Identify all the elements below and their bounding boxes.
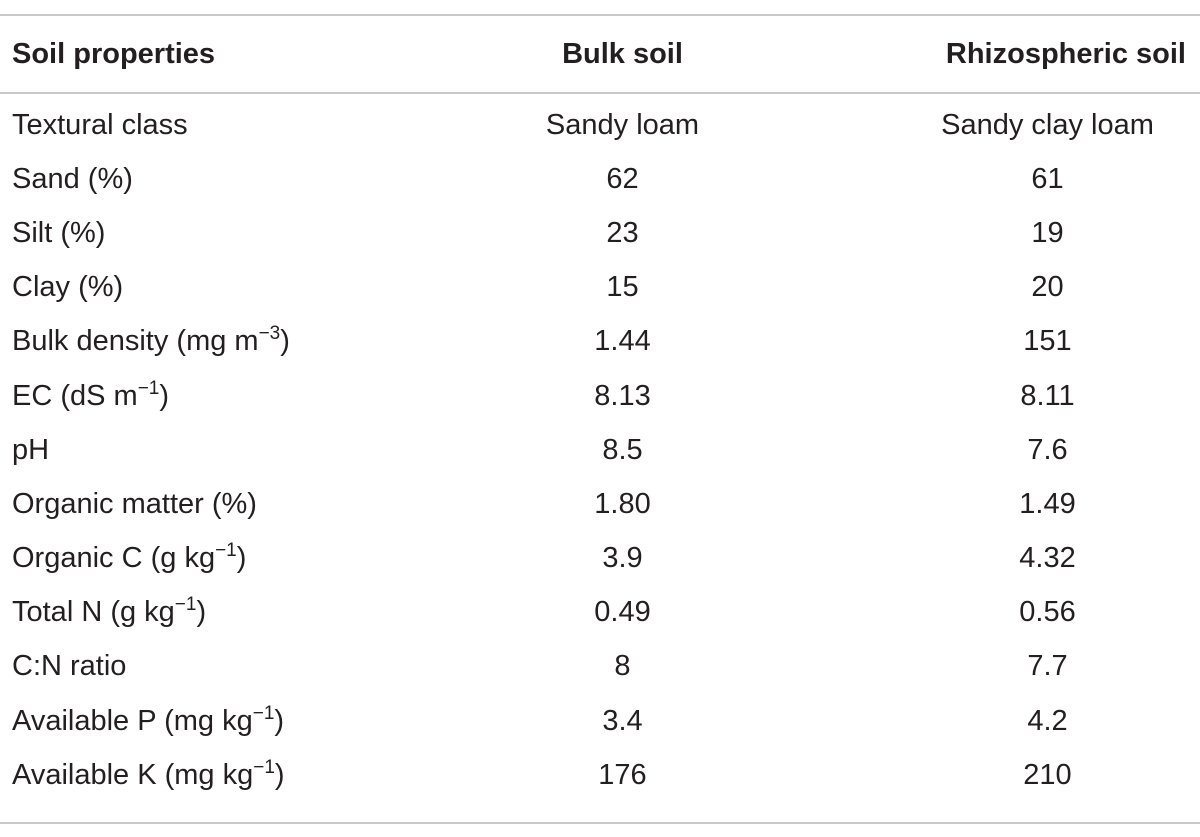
table-header-rule xyxy=(0,92,1200,94)
header-soil-properties: Soil properties xyxy=(12,37,216,70)
bulk-soil-value: 3.4 xyxy=(602,704,643,737)
bulk-soil-value: 3.9 xyxy=(602,542,643,575)
bulk-soil-value: 1.80 xyxy=(594,487,651,520)
rhizospheric-soil-value: 4.2 xyxy=(1027,704,1068,737)
property-label: pH xyxy=(12,433,50,466)
header-bulk-soil: Bulk soil xyxy=(562,37,683,70)
property-cell: Organic matter (%) xyxy=(0,477,470,531)
table-row: Silt (%) 23 19 xyxy=(0,206,1200,260)
header-rhizospheric-soil: Rhizospheric soil xyxy=(945,37,1186,70)
unit-close-paren: ) xyxy=(236,542,247,575)
rhizospheric-soil-value: 210 xyxy=(1023,758,1072,791)
table-row: Organic C (g kg−1) 3.9 4.32 xyxy=(0,532,1200,586)
table-row: C:N ratio 8 7.7 xyxy=(0,640,1200,694)
property-label: C:N ratio xyxy=(12,650,127,683)
header-row: Soil properties Bulk soil Rhizospheric s… xyxy=(0,16,1200,92)
property-label: Textural class xyxy=(12,108,188,141)
property-label: Available K (mg kg xyxy=(12,758,254,791)
bulk-soil-value: 62 xyxy=(606,162,639,195)
table-bottom-rule xyxy=(0,822,1200,824)
table-top-rule xyxy=(0,14,1200,16)
rhizospheric-soil-value: 1.49 xyxy=(1019,487,1076,520)
property-label: Silt (%) xyxy=(12,216,106,249)
rhizospheric-soil-value: 20 xyxy=(1031,271,1064,304)
table-row: pH 8.5 7.6 xyxy=(0,423,1200,477)
unit-close-paren: ) xyxy=(274,704,285,737)
unit-close-paren: ) xyxy=(159,379,170,412)
property-cell: Available K (mg kg−1) xyxy=(0,748,470,802)
bulk-soil-value: 8.13 xyxy=(594,379,651,412)
table-row: Organic matter (%) 1.80 1.49 xyxy=(0,477,1200,531)
unit-exponent: −3 xyxy=(258,323,281,345)
bulk-soil-value: 176 xyxy=(598,758,647,791)
table-body: Textural class Sandy loam Sandy clay loam S… xyxy=(0,92,1200,802)
table-row: Bulk density (mg m−3) 1.44 151 xyxy=(0,315,1200,369)
rhizospheric-soil-value: 8.11 xyxy=(1020,379,1075,412)
unit-exponent: −1 xyxy=(252,702,275,724)
property-cell: Available P (mg kg−1) xyxy=(0,694,470,748)
bulk-soil-value: 0.49 xyxy=(594,596,651,629)
property-label: Total N (g kg xyxy=(12,596,175,629)
rhizospheric-soil-value: 61 xyxy=(1031,162,1064,195)
property-label: Available P (mg kg xyxy=(12,704,253,737)
unit-close-paren: ) xyxy=(280,325,290,358)
property-cell: Sand (%) xyxy=(0,152,470,206)
unit-close-paren: ) xyxy=(196,596,207,629)
property-cell: Clay (%) xyxy=(0,261,470,315)
unit-exponent: −1 xyxy=(253,756,275,778)
rhizospheric-soil-value: Sandy clay loam xyxy=(941,108,1154,141)
rhizospheric-soil-value: 151 xyxy=(1023,325,1072,358)
property-label: EC (dS m xyxy=(12,379,138,412)
bulk-soil-value: 1.44 xyxy=(594,325,651,358)
property-cell: Silt (%) xyxy=(0,206,470,260)
unit-exponent: −1 xyxy=(174,594,197,616)
property-label: Sand (%) xyxy=(12,162,133,195)
table-row: Sand (%) 62 61 xyxy=(0,152,1200,206)
table-row: Clay (%) 15 20 xyxy=(0,261,1200,315)
property-cell: C:N ratio xyxy=(0,640,470,694)
rhizospheric-soil-value: 7.6 xyxy=(1027,433,1068,466)
property-label: Organic C (g kg xyxy=(12,542,216,575)
property-label: Organic matter (%) xyxy=(12,487,257,520)
property-cell: Organic C (g kg−1) xyxy=(0,532,470,586)
table-row: Total N (g kg−1) 0.49 0.56 xyxy=(0,586,1200,640)
rhizospheric-soil-value: 4.32 xyxy=(1019,542,1076,575)
property-cell: Textural class xyxy=(0,92,470,152)
table-row: EC (dS m−1) 8.13 8.11 xyxy=(0,369,1200,423)
unit-close-paren: ) xyxy=(274,758,285,791)
rhizospheric-soil-value: 7.7 xyxy=(1027,650,1068,683)
bulk-soil-value: 15 xyxy=(606,271,639,304)
property-label: Clay (%) xyxy=(12,271,124,304)
property-cell: Total N (g kg−1) xyxy=(0,586,470,640)
property-cell: pH xyxy=(0,423,470,477)
property-cell: EC (dS m−1) xyxy=(0,369,470,423)
bulk-soil-value: 23 xyxy=(606,216,639,249)
bulk-soil-value: 8 xyxy=(614,650,631,683)
bulk-soil-value: 8.5 xyxy=(602,433,643,466)
soil-properties-table: Soil properties Bulk soil Rhizospheric s… xyxy=(0,16,1200,802)
property-label: Bulk density (mg m xyxy=(12,325,259,358)
rhizospheric-soil-value: 19 xyxy=(1031,216,1064,249)
table-header: Soil properties Bulk soil Rhizospheric s… xyxy=(0,16,1200,92)
unit-exponent: −1 xyxy=(215,540,237,562)
unit-exponent: −1 xyxy=(137,377,160,399)
rhizospheric-soil-value: 0.56 xyxy=(1019,596,1076,629)
table-row: Available K (mg kg−1) 176 210 xyxy=(0,748,1200,802)
table-row: Available P (mg kg−1) 3.4 4.2 xyxy=(0,694,1200,748)
property-cell: Bulk density (mg m−3) xyxy=(0,315,470,369)
table-row: Textural class Sandy loam Sandy clay loam xyxy=(0,92,1200,152)
bulk-soil-value: Sandy loam xyxy=(545,108,700,141)
